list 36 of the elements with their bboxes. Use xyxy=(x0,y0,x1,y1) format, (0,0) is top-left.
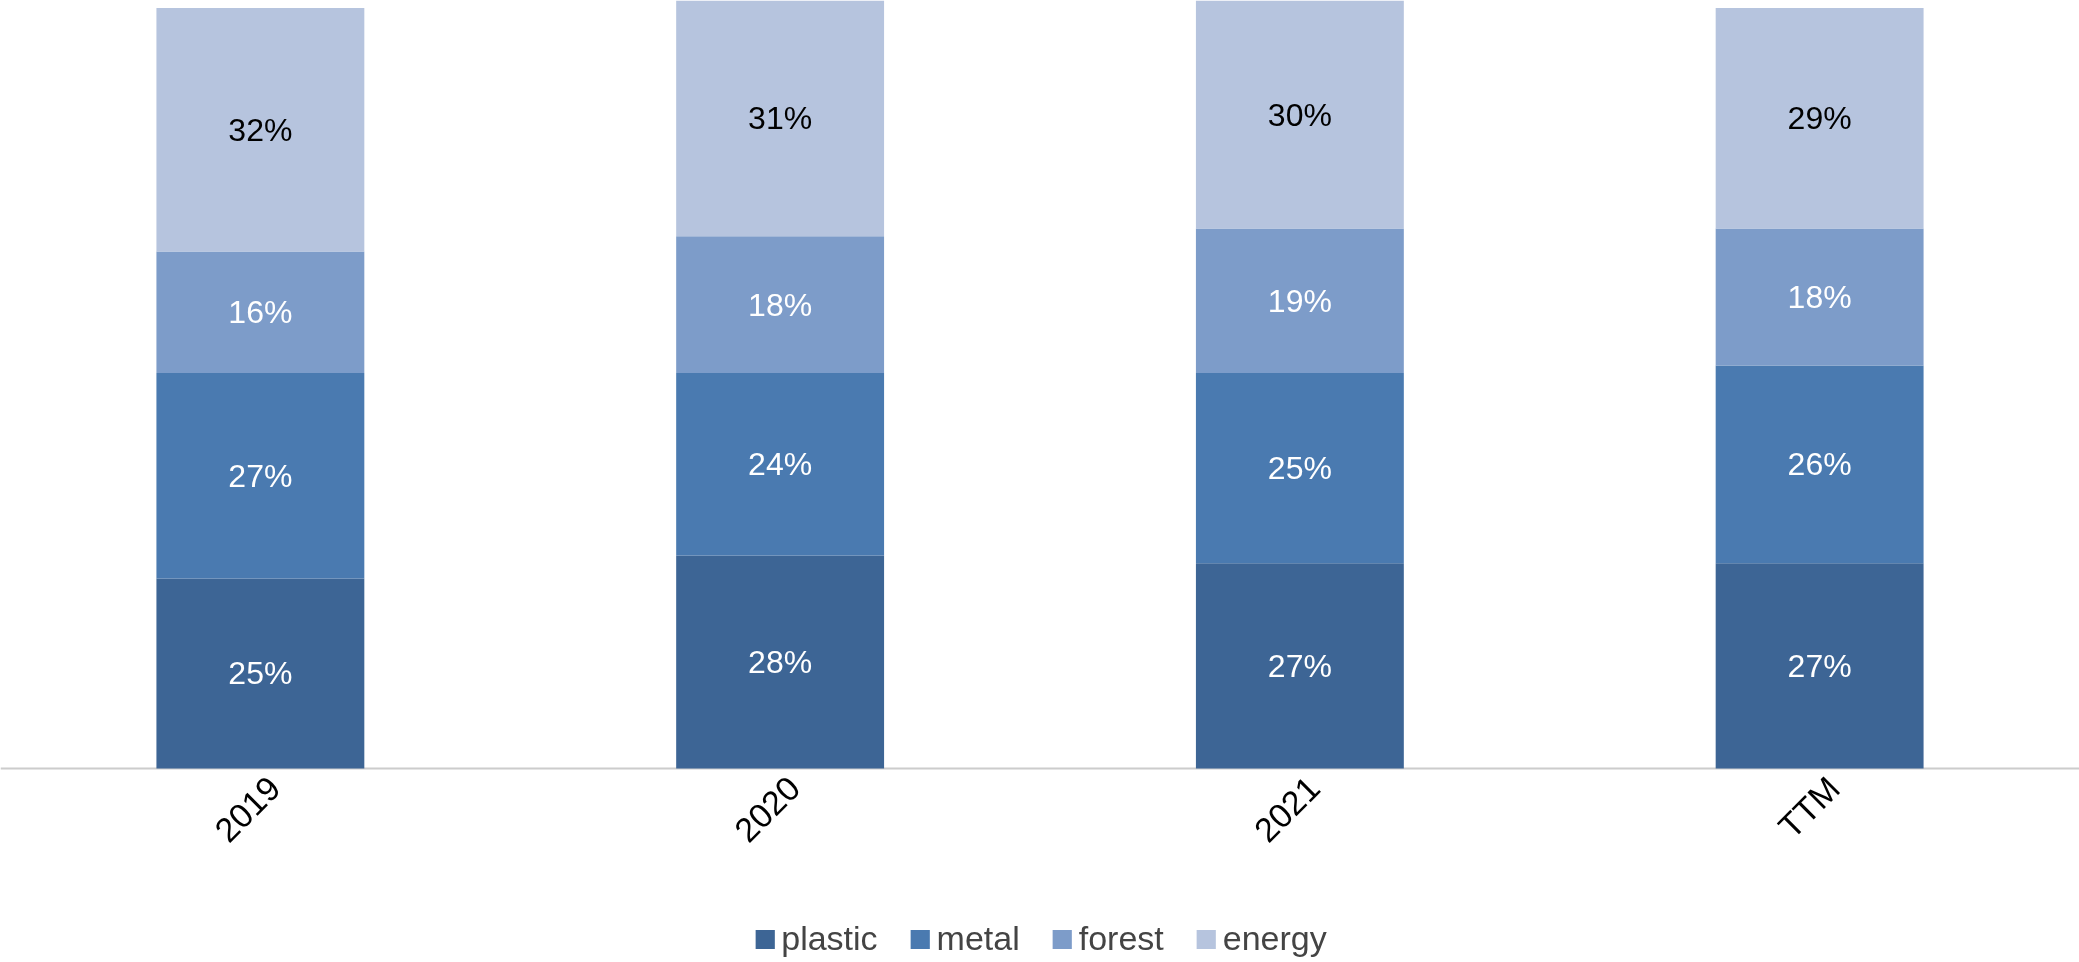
bar xyxy=(156,578,365,769)
data-label: 29% xyxy=(1787,100,1852,137)
bar xyxy=(676,0,885,237)
bar xyxy=(1715,8,1924,229)
bar xyxy=(1195,0,1404,229)
bar xyxy=(1195,228,1404,374)
data-label: 27% xyxy=(1267,647,1332,684)
data-label: 31% xyxy=(748,100,813,137)
data-label: 26% xyxy=(1787,446,1852,483)
data-label: 28% xyxy=(748,644,813,681)
bar xyxy=(156,251,365,374)
data-label: 19% xyxy=(1267,282,1332,319)
data-label: 27% xyxy=(1787,647,1852,684)
data-label: 18% xyxy=(748,286,813,323)
bar xyxy=(676,555,885,769)
bar xyxy=(676,236,885,374)
bar xyxy=(156,8,365,252)
data-label: 18% xyxy=(1787,279,1852,316)
legend-label: forest xyxy=(1078,919,1164,958)
bar xyxy=(1195,563,1404,769)
bar xyxy=(1715,365,1924,564)
bar xyxy=(156,373,365,579)
data-label: 25% xyxy=(228,655,293,692)
legend-label: energy xyxy=(1222,919,1327,958)
data-label: 27% xyxy=(228,457,293,494)
bar xyxy=(1715,228,1924,366)
legend-label: metal xyxy=(936,919,1020,958)
data-label: 32% xyxy=(228,111,293,148)
bar xyxy=(676,373,885,556)
bar xyxy=(1195,373,1404,564)
data-label: 30% xyxy=(1267,96,1332,133)
bar xyxy=(1715,563,1924,769)
legend-label: plastic xyxy=(781,919,878,958)
data-label: 16% xyxy=(228,294,293,331)
data-label: 24% xyxy=(748,446,813,483)
data-label: 25% xyxy=(1267,450,1332,487)
